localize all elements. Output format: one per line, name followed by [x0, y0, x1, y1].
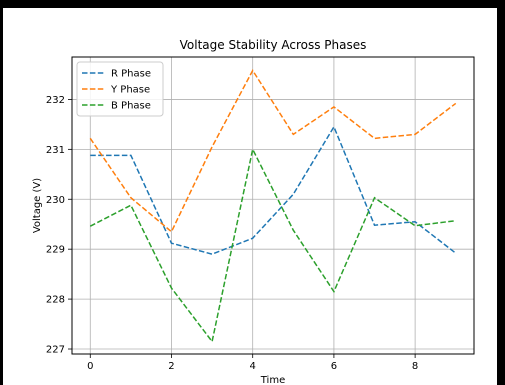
data-point-b-phase	[374, 197, 375, 198]
data-point-y-phase	[211, 146, 212, 147]
y-tick-label: 227	[46, 345, 65, 356]
legend-box	[76, 61, 164, 117]
data-point-r-phase	[415, 221, 416, 222]
data-point-b-phase	[252, 149, 253, 150]
legend-label-r-phase: R Phase	[111, 69, 151, 80]
y-tick-label: 230	[46, 195, 65, 206]
series-line-y-phase	[89, 68, 457, 233]
series-line-r-phase	[90, 125, 457, 255]
data-point-b-phase	[455, 220, 456, 221]
data-point-r-phase	[90, 155, 91, 156]
data-point-y-phase	[252, 70, 253, 71]
series-lines	[89, 68, 457, 344]
data-point-r-phase	[293, 194, 294, 195]
y-tick-label: 229	[46, 245, 65, 256]
y-axis-ticks: 227 228 229 230 231 232	[46, 95, 72, 356]
data-point-y-phase	[293, 134, 294, 135]
series-line-b-phase	[89, 147, 456, 344]
data-point-b-phase	[415, 225, 416, 226]
y-tick-label: 228	[46, 295, 65, 306]
data-point-b-phase	[293, 230, 294, 231]
data-point-b-phase	[171, 288, 172, 289]
x-tick-label: 4	[250, 361, 256, 372]
y-tick-label: 232	[46, 95, 65, 106]
chart-title: Voltage Stability Across Phases	[180, 38, 367, 52]
legend-label-b-phase: B Phase	[111, 101, 151, 112]
data-point-r-phase	[333, 126, 334, 127]
plot-border	[71, 56, 475, 355]
data-point-r-phase	[252, 238, 253, 239]
data-point-r-phase	[171, 243, 172, 244]
x-tick-label: 2	[168, 361, 174, 372]
y-tick-label: 231	[46, 145, 65, 156]
data-point-b-phase	[130, 205, 131, 206]
data-point-r-phase	[211, 254, 212, 255]
grid-lines	[72, 57, 474, 354]
data-point-r-phase	[455, 253, 456, 254]
line-chart: 0 2 4 6 8 227 228 229 230 231 232 Voltage Stabili…	[32, 38, 475, 385]
data-point-y-phase	[415, 134, 416, 135]
legend-label-y-phase: Y Phase	[110, 85, 150, 96]
x-tick-label: 6	[331, 361, 337, 372]
data-point-y-phase	[130, 197, 131, 198]
y-axis-label: Voltage (V)	[32, 178, 43, 233]
data-point-b-phase	[90, 226, 91, 227]
data-point-y-phase	[374, 138, 375, 139]
data-point-y-phase	[90, 138, 91, 139]
data-point-r-phase	[130, 155, 131, 156]
data-point-y-phase	[333, 106, 334, 107]
x-tick-label: 0	[87, 361, 93, 372]
data-point-b-phase	[333, 291, 334, 292]
x-axis-ticks: 0 2 4 6 8	[87, 354, 418, 372]
data-point-y-phase	[455, 103, 456, 104]
data-point-b-phase	[211, 341, 212, 342]
x-axis-label: Time	[260, 375, 285, 385]
data-point-y-phase	[171, 231, 172, 232]
data-point-r-phase	[374, 225, 375, 226]
chart-legend: R Phase Y Phase B Phase	[76, 61, 164, 117]
x-tick-label: 8	[412, 361, 418, 372]
